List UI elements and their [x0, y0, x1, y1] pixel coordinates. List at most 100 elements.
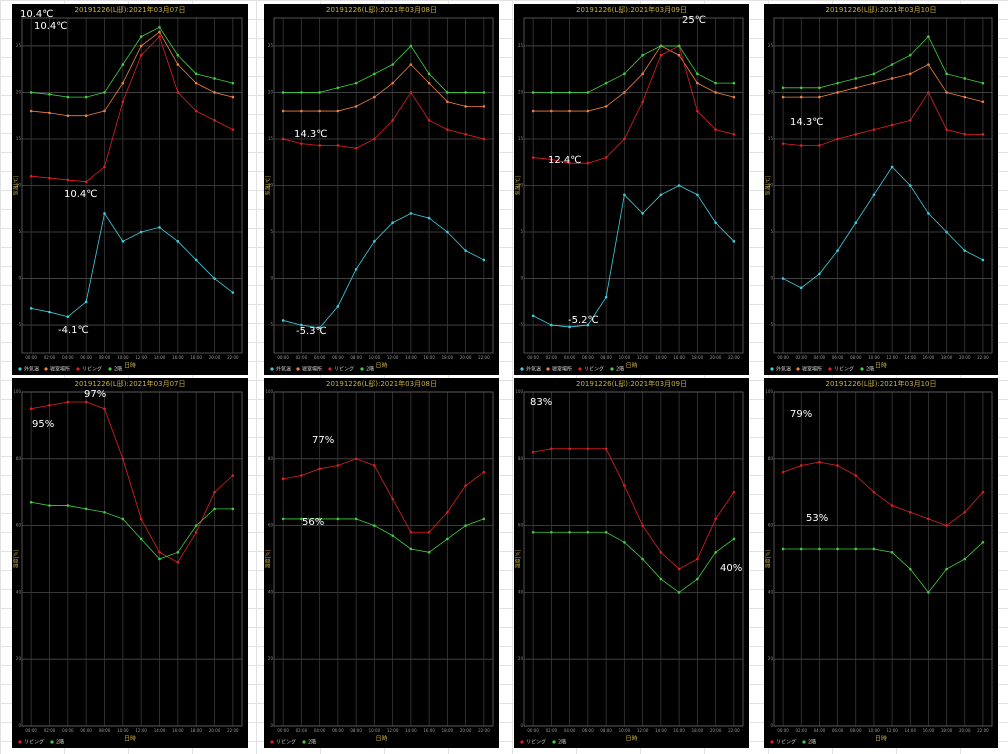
- y-tick-label: -5: [269, 322, 273, 327]
- data-point: [586, 91, 590, 94]
- data-point: [531, 156, 535, 159]
- x-tick-label: 12:00: [886, 355, 898, 360]
- x-tick-label: 16:00: [923, 355, 935, 360]
- legend-swatch: [50, 740, 54, 744]
- data-point: [354, 517, 358, 521]
- x-tick-label: 04:00: [62, 355, 74, 360]
- data-point: [659, 577, 663, 581]
- data-point: [604, 530, 608, 534]
- data-point: [121, 63, 125, 66]
- plot-frame: [773, 17, 993, 354]
- data-point: [927, 212, 930, 215]
- x-tick-label: 14:00: [904, 728, 916, 733]
- y-tick-label: 20: [768, 656, 774, 661]
- data-point: [732, 537, 736, 541]
- annotation: -4.1℃: [58, 325, 89, 336]
- legend-swatch: [360, 367, 364, 371]
- data-point: [300, 109, 303, 113]
- x-tick-label: 08:00: [350, 728, 362, 733]
- x-tick-label: 06:00: [582, 728, 594, 733]
- data-point: [531, 109, 535, 113]
- data-point: [799, 464, 803, 467]
- x-tick-label: 00:00: [277, 355, 289, 360]
- legend-swatch: [610, 367, 614, 371]
- annotation: 79%: [790, 409, 812, 420]
- data-point: [854, 77, 858, 80]
- data-point: [84, 400, 88, 404]
- data-point: [103, 510, 106, 514]
- legend-label: リビング: [82, 366, 102, 373]
- y-axis-label: 気温[℃]: [265, 176, 272, 196]
- x-tick-label: 00:00: [777, 355, 789, 360]
- data-point: [890, 123, 894, 127]
- data-point: [854, 133, 858, 136]
- x-tick-label: 04:00: [62, 728, 74, 733]
- data-point: [176, 53, 180, 57]
- data-point: [121, 81, 125, 85]
- data-point: [836, 547, 839, 551]
- data-point: [696, 577, 699, 581]
- data-point: [213, 507, 216, 511]
- annotation: 97%: [84, 389, 106, 400]
- legend-label: リビング: [526, 739, 546, 746]
- data-point: [818, 272, 821, 276]
- data-point: [781, 86, 785, 90]
- y-tick-label: 100: [265, 389, 273, 394]
- plot-frame: [273, 391, 494, 727]
- data-point: [781, 470, 785, 474]
- x-tick-label: 20:00: [209, 728, 221, 733]
- data-point: [568, 325, 571, 329]
- data-point: [427, 72, 431, 76]
- legend-swatch: [328, 367, 332, 371]
- data-point: [568, 91, 571, 94]
- data-point: [641, 524, 644, 527]
- y-tick-label: 20: [16, 656, 22, 661]
- y-tick-label: 100: [765, 389, 773, 394]
- data-point: [213, 77, 216, 80]
- data-point: [714, 81, 717, 85]
- y-tick-label: 15: [268, 136, 274, 141]
- data-point: [29, 500, 33, 504]
- annotation: -5.3℃: [296, 326, 327, 337]
- data-point: [854, 86, 858, 90]
- series-line: [31, 31, 233, 117]
- data-point: [799, 547, 803, 551]
- x-axis-label: 日時: [124, 735, 136, 743]
- y-tick-label: 20: [16, 89, 22, 94]
- x-tick-label: 22:00: [728, 355, 740, 360]
- data-point: [281, 517, 285, 521]
- x-tick-label: 06:00: [332, 728, 344, 733]
- legend-swatch: [108, 367, 112, 371]
- chart-panel: 20191226(L邸):2021年03月08日 0 20 40 60 80 100 00:0…: [264, 378, 499, 748]
- data-point: [568, 161, 571, 165]
- x-tick-label: 08:00: [600, 355, 612, 360]
- series-line: [283, 212, 485, 329]
- legend-swatch: [76, 367, 80, 371]
- y-axis-label: 湿度[%]: [515, 550, 522, 569]
- data-point: [66, 315, 70, 319]
- x-tick-label: 10:00: [369, 355, 381, 360]
- data-point: [623, 193, 626, 197]
- data-point: [945, 91, 948, 94]
- data-point: [354, 267, 358, 271]
- data-point: [427, 530, 431, 534]
- data-point: [531, 450, 535, 454]
- annotation: 25℃: [682, 15, 706, 26]
- data-point: [103, 212, 106, 215]
- annotation: 53%: [806, 513, 828, 524]
- data-point: [139, 230, 143, 234]
- data-point: [213, 91, 216, 94]
- data-point: [641, 72, 644, 76]
- data-point: [696, 193, 699, 197]
- legend-swatch: [860, 367, 864, 371]
- data-point: [550, 109, 553, 113]
- legend-label: 2階: [56, 739, 64, 746]
- data-point: [300, 323, 303, 327]
- legend-label: 2階: [616, 366, 624, 373]
- y-tick-label: 15: [16, 136, 22, 141]
- legend-label: 外気温: [776, 366, 791, 373]
- x-tick-label: 14:00: [655, 355, 667, 360]
- x-tick-label: 20:00: [959, 728, 971, 733]
- y-tick-label: 0: [18, 276, 21, 281]
- x-tick-label: 16:00: [172, 728, 184, 733]
